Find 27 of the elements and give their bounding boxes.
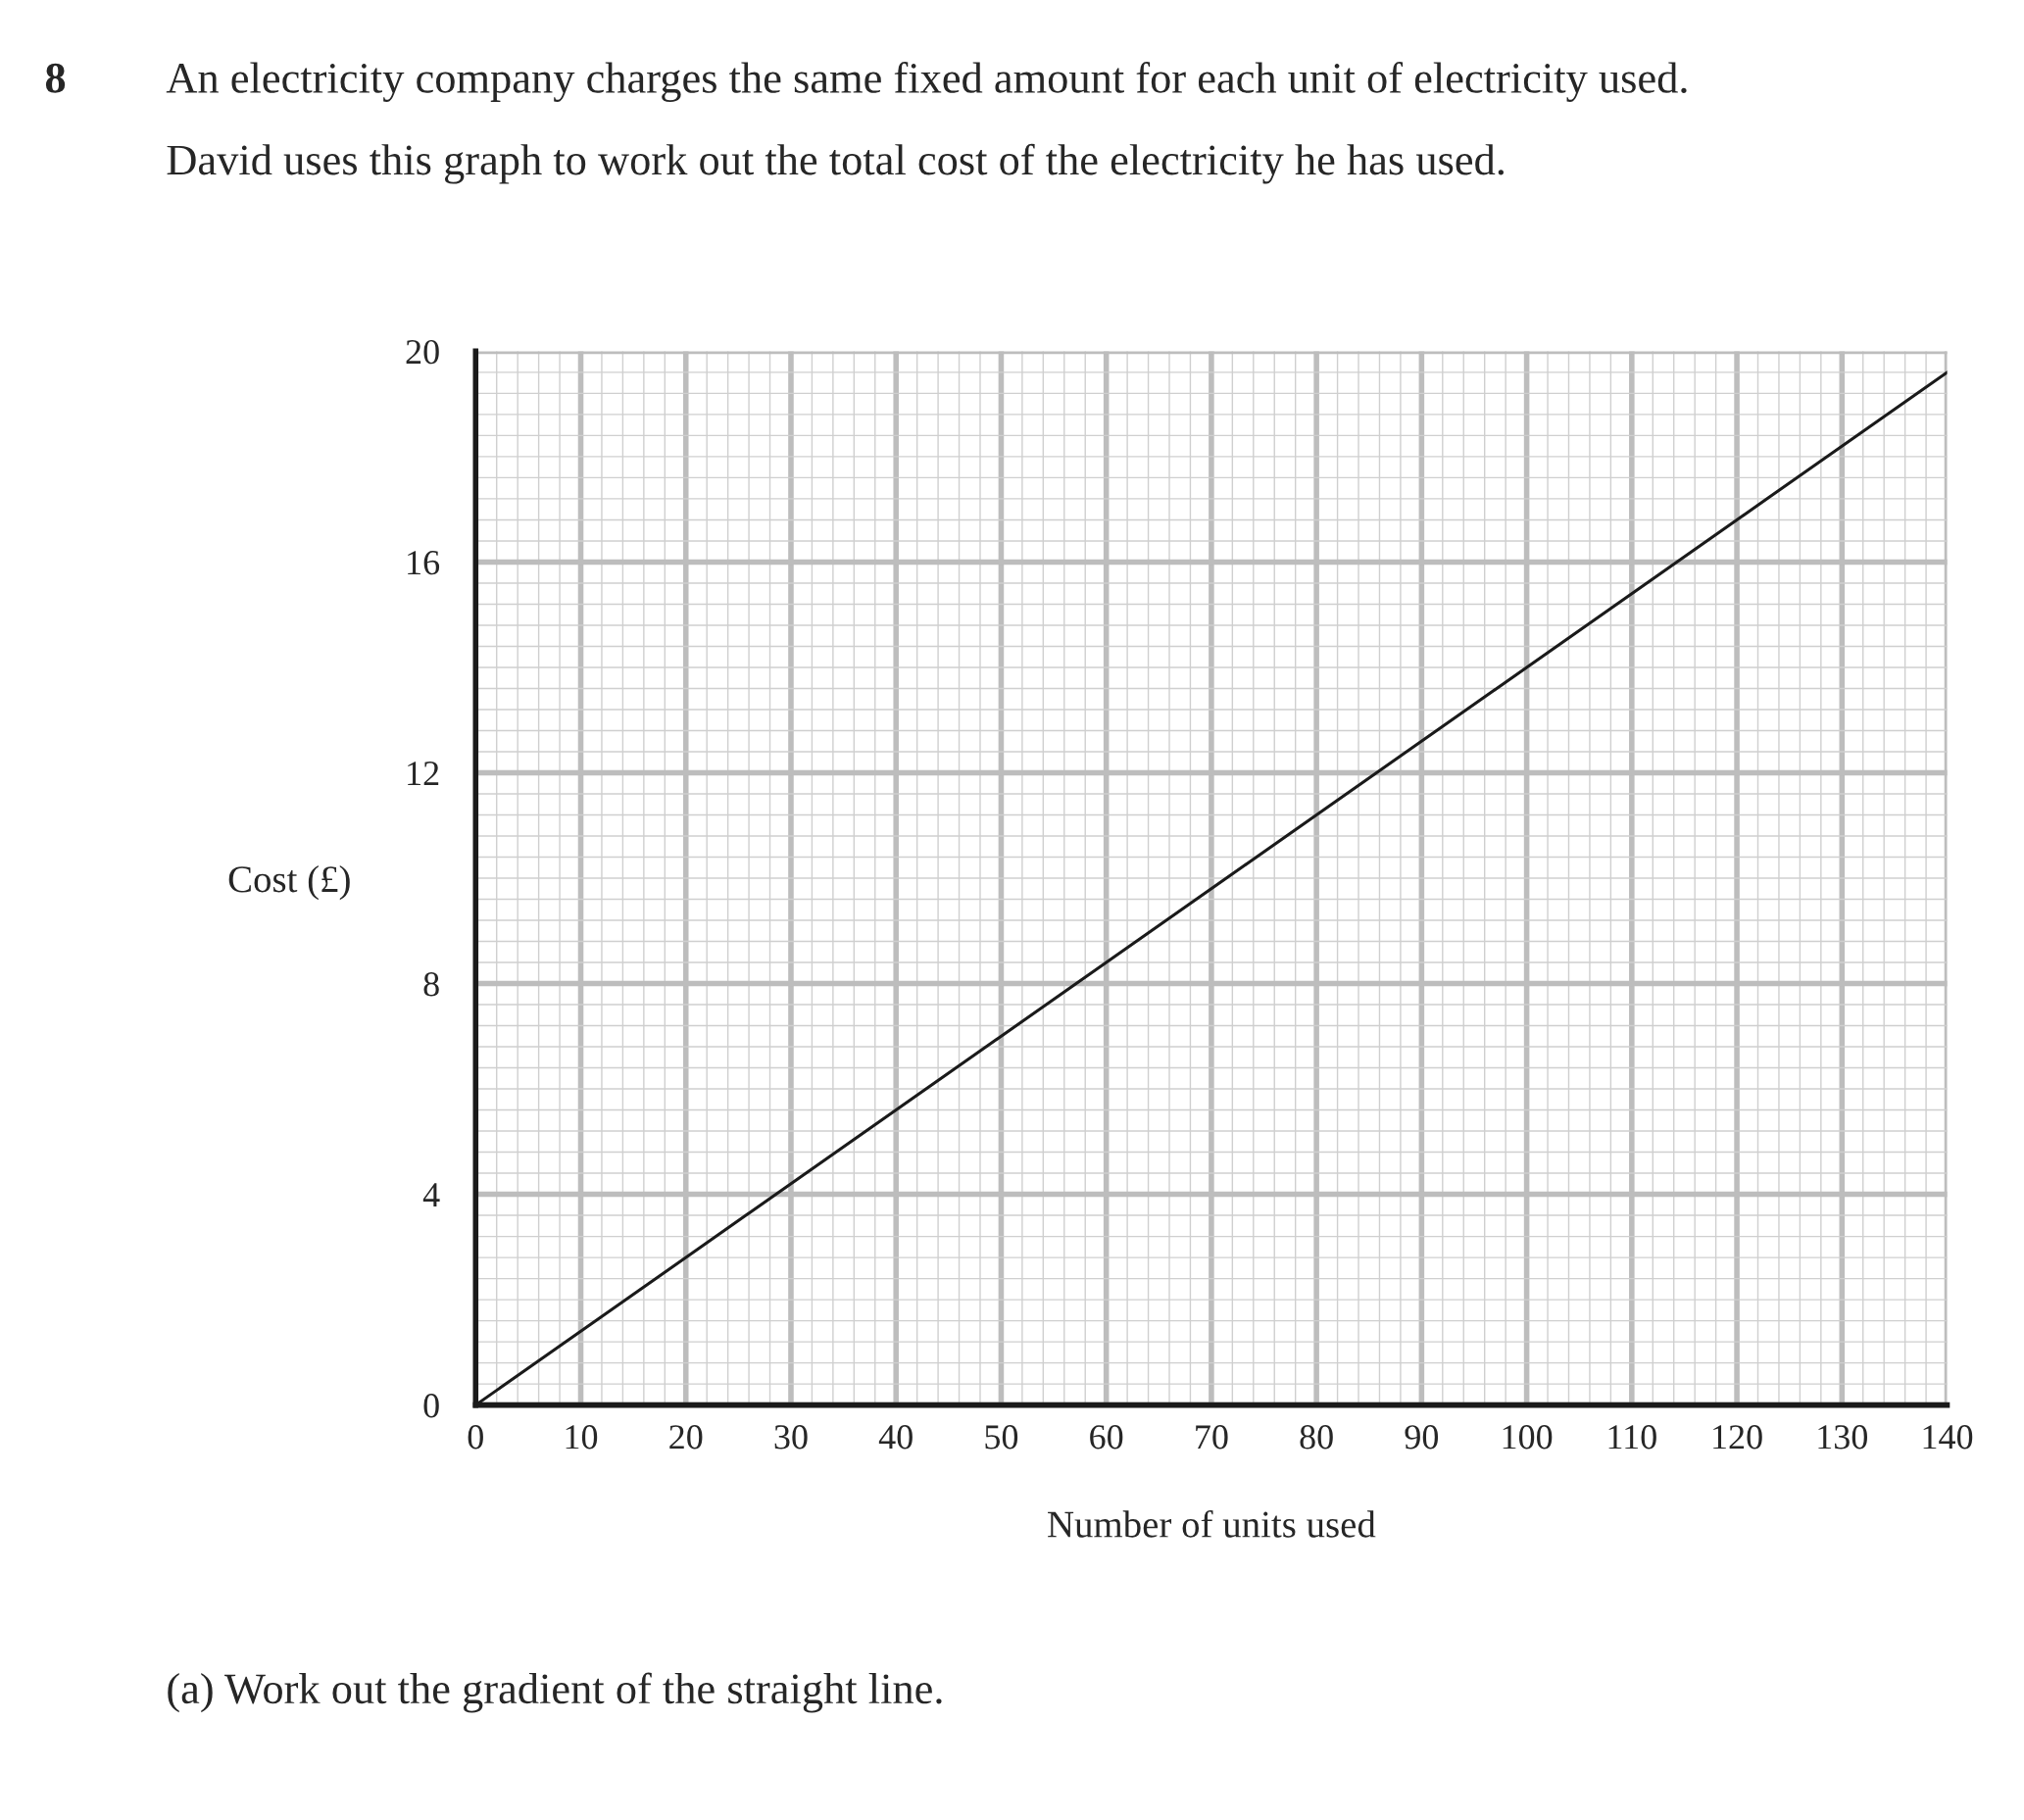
chart-subtitle: David uses this graph to work out the total cost of the electricity he has used. [167,143,1504,184]
y-tick-label: 12 [408,762,439,786]
x-tick-label: 110 [1608,1425,1656,1450]
x-tick-label: 10 [566,1425,598,1450]
text: 8 [45,63,66,93]
x-axis-title: Number of units used [1048,1509,1376,1538]
y-tick-label: 0 [423,1394,439,1418]
x-tick-label: 90 [1405,1425,1439,1450]
y-tick-label: 8 [423,972,439,997]
text: (a) Work out the gradient of the straight line. [168,1672,942,1713]
x-tick-label: 60 [1090,1425,1123,1450]
x-tick-label: 70 [1196,1425,1228,1450]
chart-title: An electricity company charges the same fixed amount for each unit of electricity used. [166,62,1687,103]
x-tick-label: 80 [1300,1425,1333,1450]
x-tick-label: 50 [985,1425,1018,1450]
y-axis-title: Cost (£) [228,865,350,901]
x-tick-label: 0 [468,1425,483,1450]
x-tick-label: 40 [878,1425,913,1450]
x-tick-label: 130 [1818,1425,1867,1450]
x-tick-label: 100 [1503,1425,1553,1450]
x-tick-label: 20 [669,1425,703,1450]
x-tick-label: 30 [774,1425,808,1450]
y-tick-label: 16 [408,551,440,575]
x-tick-label: 120 [1713,1425,1762,1450]
y-tick-label: 20 [406,339,439,365]
x-tick-label: 140 [1923,1425,1973,1450]
y-tick-label: 4 [422,1183,440,1207]
